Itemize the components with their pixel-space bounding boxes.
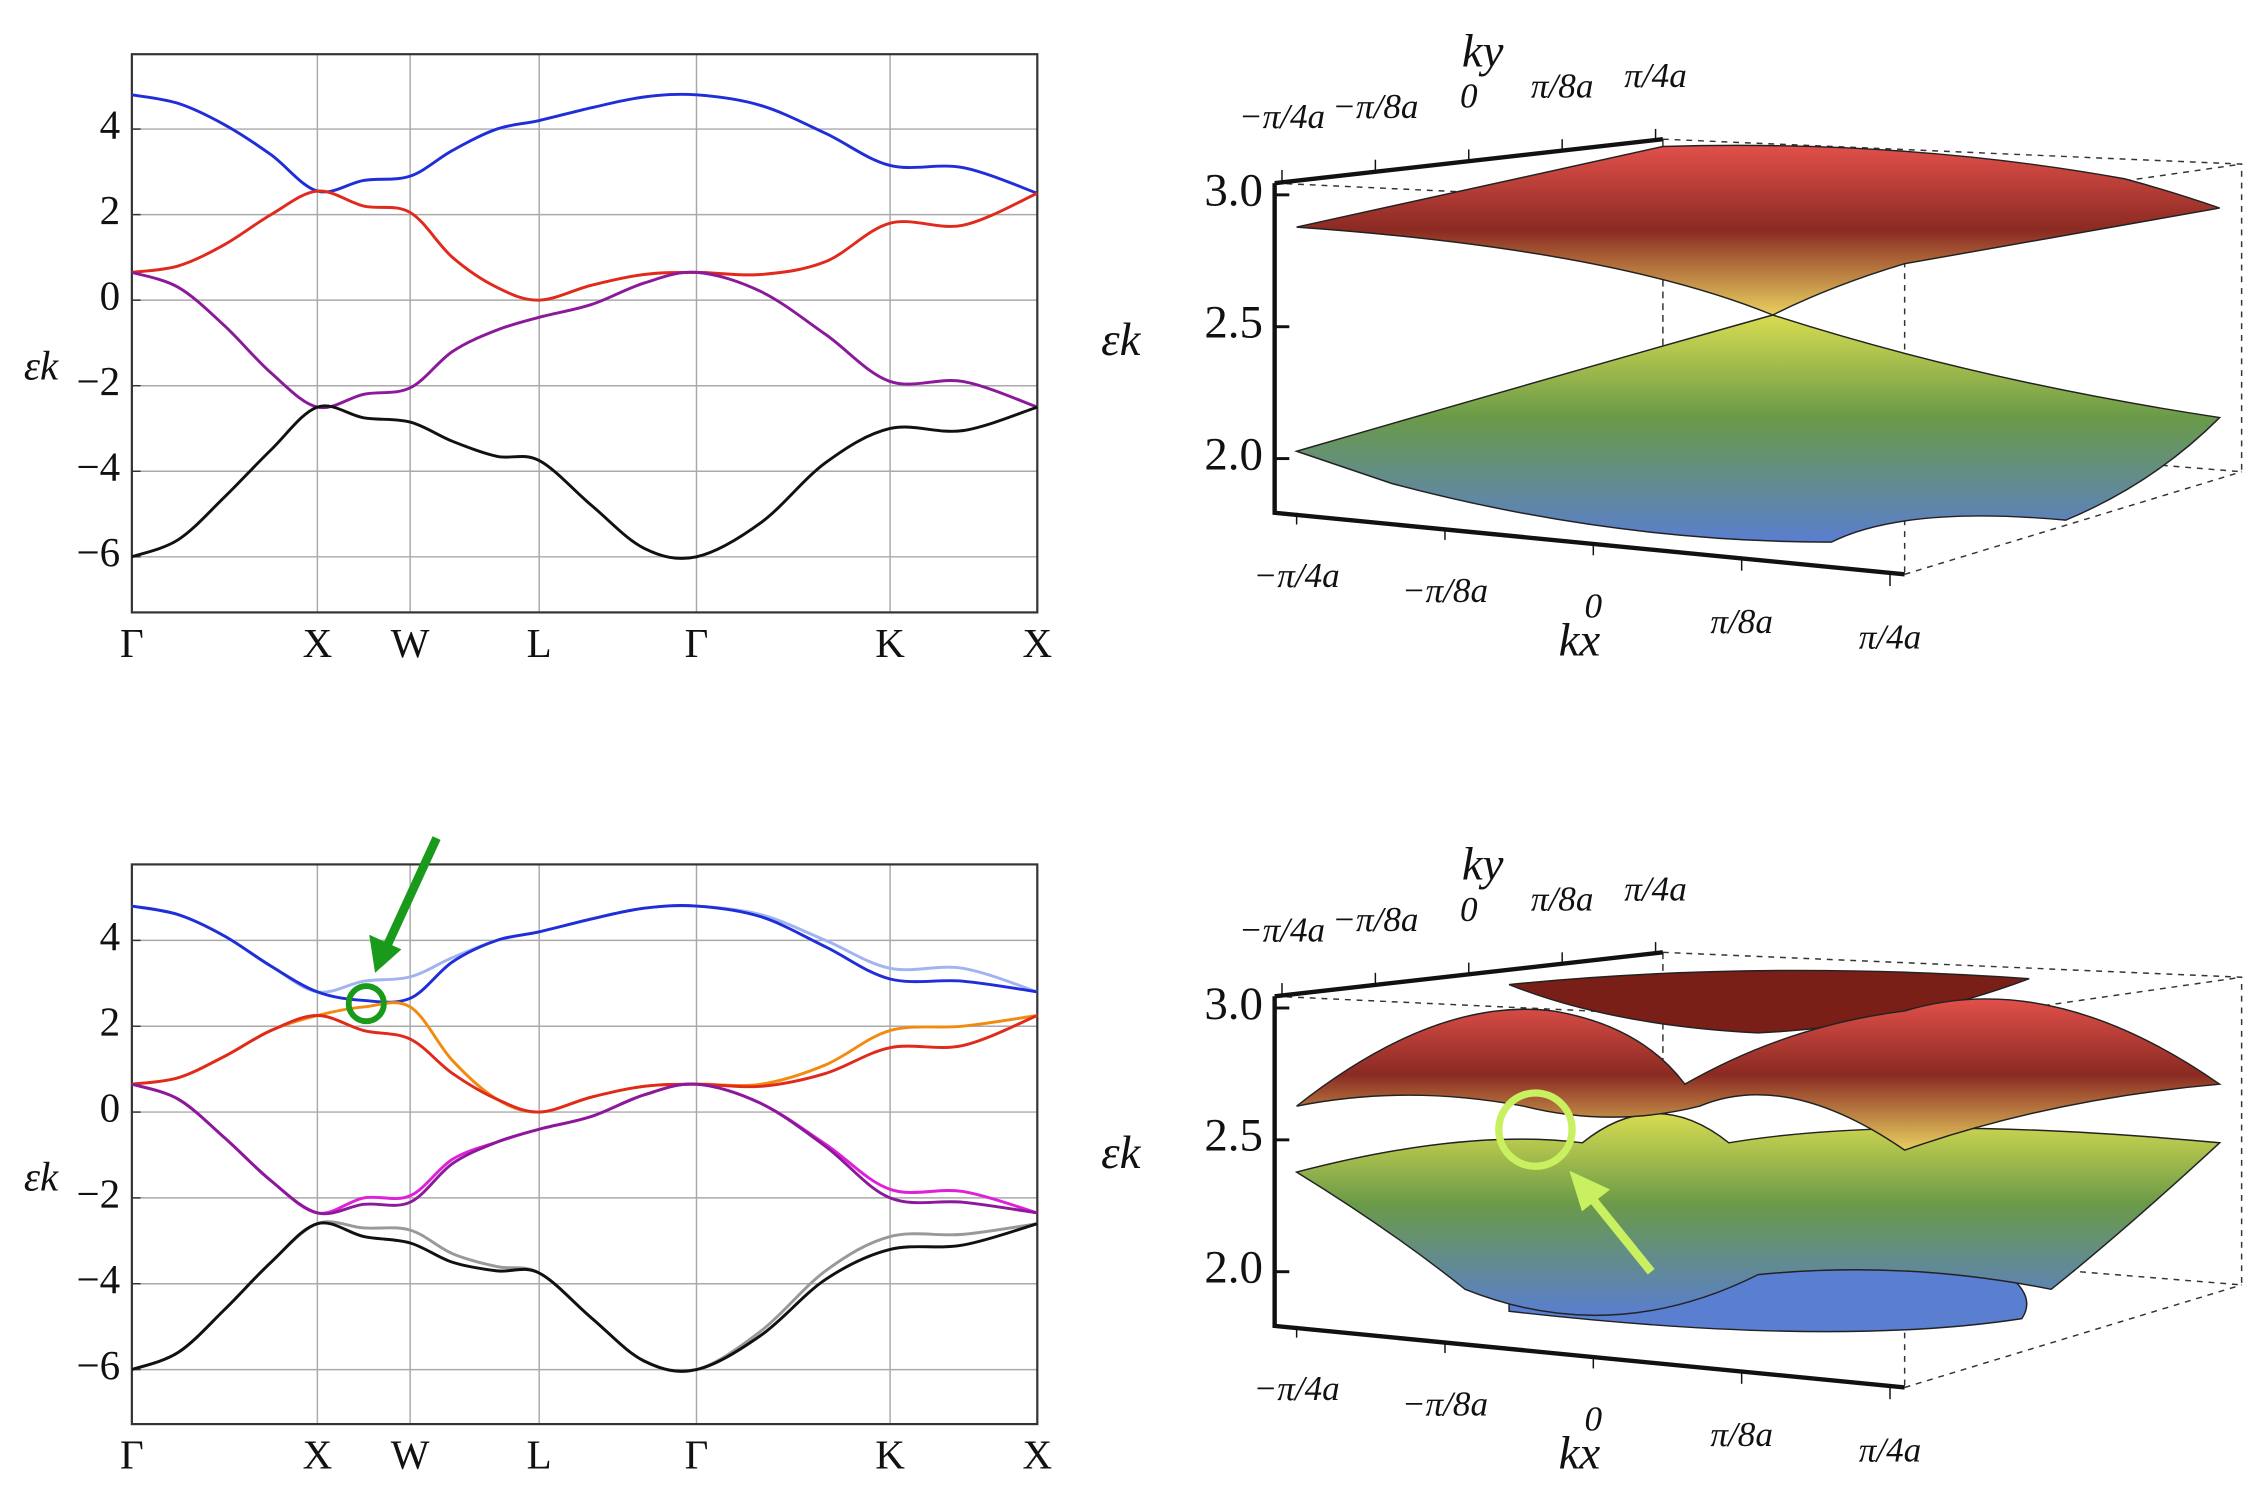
x-tick-label: X (303, 1432, 333, 1478)
arrow-shaft (382, 836, 441, 949)
x-tick-label: W (391, 620, 430, 666)
y-tick-label: π/8a (1531, 66, 1594, 105)
y-tick-label: 0 (1460, 890, 1478, 929)
y-axis-label: εk (24, 1153, 59, 1199)
y-tick-label: −π/8a (1332, 87, 1418, 126)
arrow-head (1569, 1170, 1611, 1212)
arrow-head (369, 934, 402, 973)
band-line (131, 904, 1038, 1004)
z-tick-label: 2.0 (1204, 1241, 1263, 1293)
upper-surface (1296, 998, 2222, 1151)
z-tick-label: 3.0 (1204, 165, 1263, 217)
x-tick-label: Γ (685, 620, 709, 666)
x-tick-label: Γ (120, 620, 144, 666)
y-tick-label: 0 (100, 273, 121, 319)
x-tick-label: L (527, 1432, 552, 1478)
x-tick-label: K (875, 620, 905, 666)
x-tick-label: K (875, 1432, 905, 1478)
surface-axes: 3.02.52.0−π/4a −π/8a 0 π/8a π/4a−π/4a −π/8a 0 π… (1101, 839, 1921, 1480)
y-tick-label: 0 (1460, 77, 1478, 116)
x-tick-label: −π/8a (1402, 571, 1488, 610)
surface-plot-top (1272, 137, 2243, 577)
lower-surface (1294, 314, 2222, 543)
y-tick-label: 4 (100, 913, 121, 959)
z-tick-label: 2.0 (1204, 428, 1263, 480)
band-line (131, 404, 1038, 560)
band-line (131, 1082, 1038, 1215)
band-plot: 420−2−4−6Γ X W L Γ K Xεk (24, 53, 1052, 666)
x-axis-label: kx (1559, 614, 1601, 666)
x-axis-label: kx (1559, 1428, 1601, 1480)
band-line (131, 189, 1038, 302)
band-line (131, 1220, 1038, 1374)
y-axis-label: ky (1462, 25, 1504, 77)
x-tick-label: 0 (1585, 1400, 1603, 1439)
band-line (131, 1014, 1038, 1114)
band-line (131, 1221, 1038, 1373)
x-tick-label: π/8a (1710, 1415, 1773, 1454)
x-tick-label: X (1022, 1432, 1052, 1478)
y-tick-label: −π/4a (1239, 910, 1325, 949)
x-tick-label: −π/8a (1402, 1384, 1488, 1423)
upper-surface (1296, 144, 2220, 316)
y-axis-label: ky (1462, 839, 1504, 891)
x-tick-label: L (527, 620, 552, 666)
y-tick-label: −2 (76, 1170, 120, 1216)
surface-axes: 3.02.52.0−π/4a −π/8a 0 π/8a π/4a−π/4a −π/8a 0 π… (1101, 25, 1921, 666)
y-tick-label: −π/4a (1239, 97, 1325, 136)
highlight-circle (345, 983, 387, 1025)
x-tick-label: π/4a (1859, 1430, 1922, 1469)
x-tick-label: 0 (1585, 587, 1603, 626)
y-tick-label: π/8a (1531, 880, 1594, 919)
y-tick-label: −4 (76, 1256, 120, 1302)
band-line (131, 92, 1038, 195)
y-tick-label: 2 (100, 187, 121, 233)
y-tick-label: −4 (76, 444, 120, 490)
band-line (131, 270, 1038, 410)
y-axis-label: εk (24, 342, 59, 388)
x-tick-label: X (303, 620, 333, 666)
z-tick-label: 2.5 (1204, 296, 1263, 348)
z-tick-label: 3.0 (1204, 978, 1263, 1030)
z-axis-label: εk (1101, 1127, 1141, 1179)
band-line (131, 1001, 1038, 1114)
plot-frame (130, 863, 1039, 1426)
y-tick-label: 4 (100, 101, 121, 147)
x-tick-label: W (391, 1432, 430, 1478)
y-tick-label: π/4a (1624, 56, 1687, 95)
x-tick-label: −π/4a (1253, 1369, 1339, 1408)
y-tick-label: −π/8a (1332, 900, 1418, 939)
highlight-circle (1495, 1089, 1576, 1170)
x-tick-label: π/8a (1710, 602, 1773, 641)
arrow-shaft (1586, 1192, 1655, 1275)
band-line (131, 904, 1038, 994)
x-tick-label: π/4a (1859, 617, 1922, 656)
band-annotation (345, 836, 441, 1025)
y-tick-label: −2 (76, 358, 120, 404)
surface-plot-bottom (1272, 950, 2243, 1390)
band-plot: 420−2−4−6Γ X W L Γ K Xεk (24, 863, 1052, 1478)
y-tick-label: 0 (100, 1084, 121, 1130)
y-tick-label: −6 (76, 1342, 120, 1388)
y-tick-label: −6 (76, 529, 120, 575)
band-line (131, 1082, 1038, 1216)
y-tick-label: π/4a (1624, 869, 1687, 908)
x-tick-label: Γ (120, 1432, 144, 1478)
y-tick-label: 2 (100, 999, 121, 1045)
z-tick-label: 2.5 (1204, 1110, 1263, 1162)
x-tick-label: X (1022, 620, 1052, 666)
x-tick-label: −π/4a (1253, 556, 1339, 595)
z-axis-label: εk (1101, 314, 1141, 366)
x-tick-label: Γ (685, 1432, 709, 1478)
plot-frame (130, 53, 1039, 614)
